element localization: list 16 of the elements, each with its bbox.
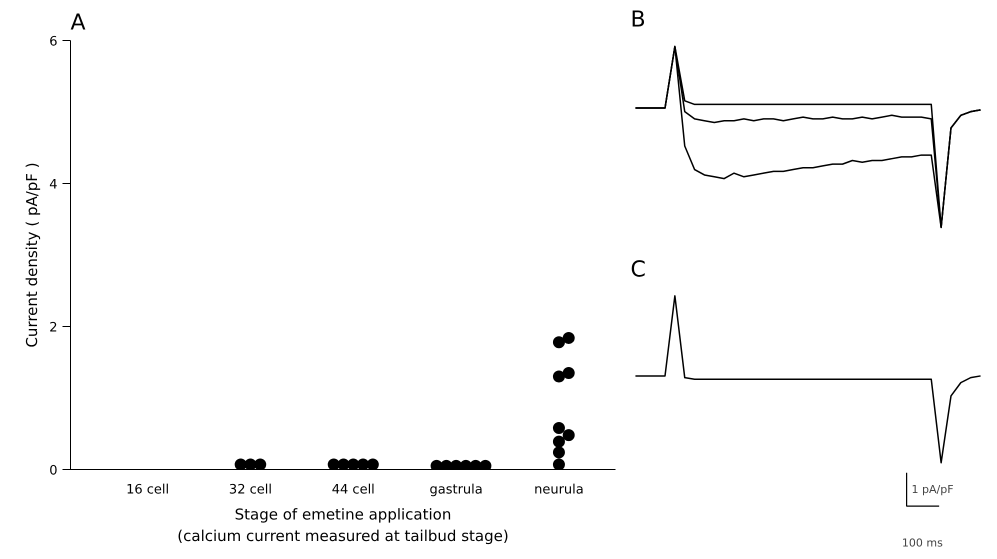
chart-title: A [70, 10, 86, 36]
y-tick-label: 6 [49, 34, 58, 50]
y-axis-title: Current density ( pA/pF ) [23, 162, 42, 348]
x-tick-label: neurula [534, 482, 584, 498]
text: 100 ms [902, 536, 944, 550]
y-tick-label: 0 [49, 464, 58, 478]
y-tick-label: 4 [49, 178, 58, 192]
chart-title: B [630, 8, 646, 32]
text: 1 pA/pF [912, 482, 954, 496]
x-tick-label: 16 cell [126, 482, 170, 498]
y-tick-label: 2 [49, 320, 58, 336]
x-axis-title: Stage of emetine application (calcium current measured at tailbud stage) [177, 506, 509, 546]
chart-title: C [630, 258, 646, 282]
x-tick-label: gastrula [429, 482, 483, 498]
x-tick-label: 44 cell [332, 482, 375, 498]
x-tick-label: 32 cell [228, 482, 272, 498]
